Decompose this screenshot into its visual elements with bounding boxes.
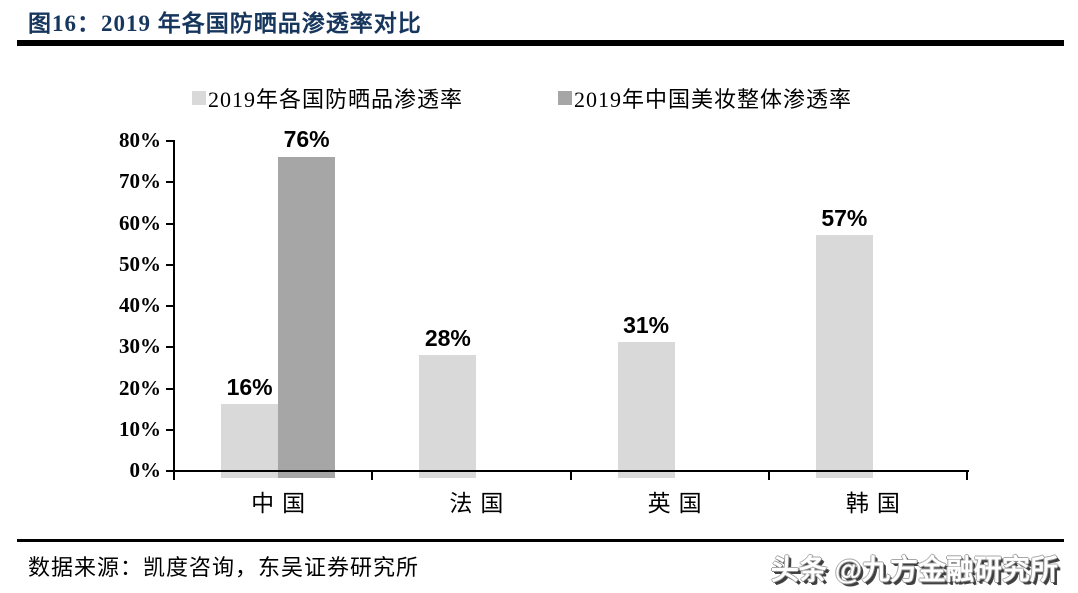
legend-label: 2019年中国美妆整体渗透率 [574,87,853,112]
y-axis-label: 70% [119,169,161,194]
x-axis-tick [173,472,175,480]
legend-swatch-light [192,91,206,105]
watermark: 头条 @九方金融研究所 [770,554,1058,585]
figure-title: 图16：2019 年各国防晒品渗透率对比 [28,11,422,36]
x-axis-tick [966,472,968,480]
y-axis-label: 0% [129,458,162,482]
bar-series1 [815,234,873,478]
legend-item-beauty-overall: 2019年中国美妆整体渗透率 [558,82,852,114]
legend-item-sunscreen: 2019年各国防晒品渗透率 [192,82,463,114]
x-axis-tick [767,472,770,480]
y-axis-line [173,140,175,472]
bar-value-label: 28% [424,324,471,351]
y-axis-label: 30% [119,334,161,359]
x-axis-tick [371,472,374,480]
y-axis-tick [166,305,173,307]
bar-series1 [221,404,279,478]
category-label: 法国 [449,491,512,516]
data-source-note: 数据来源：凯度咨询，东吴证券研究所 [28,555,420,580]
y-axis-label: 80% [119,128,161,152]
y-axis-tick [166,140,173,142]
y-axis-tick [166,387,173,390]
bar-series2 [278,156,336,478]
y-axis-tick [166,222,173,225]
y-axis-tick [166,428,173,431]
bar-value-label: 57% [821,204,868,231]
bar-value-label: 16% [226,374,273,400]
y-axis-tick [166,346,173,349]
footer-divider-rule [17,539,1064,542]
legend-label: 2019年各国防晒品渗透率 [208,87,464,112]
y-axis-tick [166,470,173,472]
y-axis-tick [166,181,173,184]
x-axis-line [173,470,969,472]
bar-value-label: 76% [283,125,330,152]
category-label: 英国 [647,491,710,516]
y-axis-label: 40% [119,293,161,317]
category-label: 韩国 [845,491,908,516]
y-axis-label: 20% [119,375,161,400]
bar-value-label: 31% [623,312,670,339]
title-divider-rule [17,40,1064,46]
y-axis-label: 60% [119,210,161,235]
bar-series1 [617,342,675,478]
y-axis-label: 50% [119,251,161,276]
legend-swatch-dark [558,91,572,105]
bar-series1 [419,354,477,478]
category-label: 中国 [251,491,314,516]
x-axis-tick [569,472,572,480]
y-axis-label: 10% [119,416,161,441]
y-axis-tick [166,263,173,266]
